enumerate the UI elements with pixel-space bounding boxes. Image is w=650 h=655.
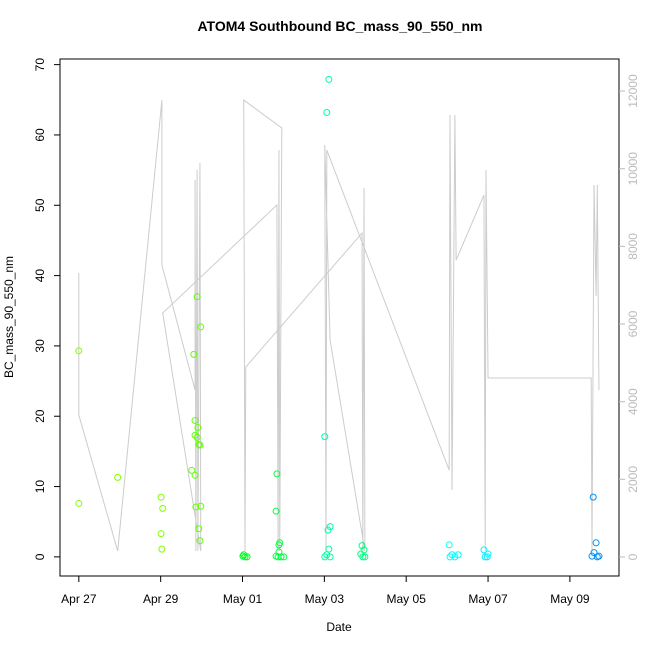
y-tick-label: 60 <box>33 128 47 142</box>
data-point <box>197 502 205 510</box>
chart-title: ATOM4 Southbound BC_mass_90_550_nm <box>197 18 482 34</box>
y2-tick-label: 0 <box>626 553 640 560</box>
data-point <box>197 323 205 331</box>
y-tick-label: 70 <box>33 58 47 72</box>
data-point <box>595 552 603 560</box>
x-axis-label: Date <box>326 620 352 634</box>
data-point <box>158 545 166 553</box>
y2-tick-label: 12000 <box>626 74 640 108</box>
y2-tick-label: 8000 <box>626 233 640 260</box>
data-point <box>358 542 366 550</box>
data-point <box>454 551 462 559</box>
secondary-line <box>78 99 600 552</box>
x-tick-label: May 05 <box>387 592 427 606</box>
data-point <box>321 553 329 561</box>
x-tick-label: May 01 <box>223 592 263 606</box>
data-point <box>193 433 201 441</box>
y-tick-label: 0 <box>33 553 47 560</box>
data-point <box>324 526 332 534</box>
data-point <box>272 507 280 515</box>
data-point <box>275 541 283 549</box>
data-point <box>481 553 489 561</box>
data-point <box>445 541 453 549</box>
data-point <box>326 523 334 531</box>
data-point <box>114 473 122 481</box>
data-point <box>480 546 488 554</box>
data-point <box>75 347 83 355</box>
data-point <box>592 539 600 547</box>
data-point <box>194 423 202 431</box>
plot-frame <box>59 58 620 577</box>
data-point <box>273 470 281 478</box>
data-point <box>280 553 288 561</box>
y2-tick-label: 10000 <box>626 152 640 186</box>
x-tick-label: Apr 27 <box>61 592 97 606</box>
data-point <box>196 441 204 449</box>
y2-tick-label: 6000 <box>626 310 640 337</box>
y-tick-label: 40 <box>33 269 47 283</box>
data-point <box>323 108 331 116</box>
data-point <box>357 550 365 558</box>
y-tick-label: 50 <box>33 198 47 212</box>
x-tick-label: Apr 29 <box>143 592 179 606</box>
data-point <box>195 525 203 533</box>
data-point <box>192 503 200 511</box>
data-point <box>191 471 199 479</box>
y2-tick-label: 4000 <box>626 388 640 415</box>
y-tick-label: 30 <box>33 339 47 353</box>
data-point <box>589 493 597 501</box>
data-point <box>190 350 198 358</box>
data-point <box>325 75 333 83</box>
y-tick-label: 20 <box>33 409 47 423</box>
data-point <box>446 553 454 561</box>
data-point <box>326 553 334 561</box>
data-point <box>188 466 196 474</box>
x-tick-label: May 09 <box>550 592 590 606</box>
data-point <box>191 416 199 424</box>
data-point <box>588 552 596 560</box>
data-point <box>483 553 491 561</box>
y-tick-label: 10 <box>33 480 47 494</box>
x-tick-label: May 03 <box>305 592 345 606</box>
y-axis-label: BC_mass_90_550_nm <box>2 256 16 378</box>
x-tick-label: May 07 <box>468 592 508 606</box>
data-point <box>321 433 329 441</box>
data-point <box>275 548 283 556</box>
data-point <box>196 537 204 545</box>
data-point <box>157 493 165 501</box>
data-point <box>240 551 248 559</box>
data-point <box>191 431 199 439</box>
data-point <box>159 504 167 512</box>
data-point <box>157 530 165 538</box>
y2-tick-label: 2000 <box>626 466 640 493</box>
data-point <box>193 293 201 301</box>
data-point <box>75 499 83 507</box>
